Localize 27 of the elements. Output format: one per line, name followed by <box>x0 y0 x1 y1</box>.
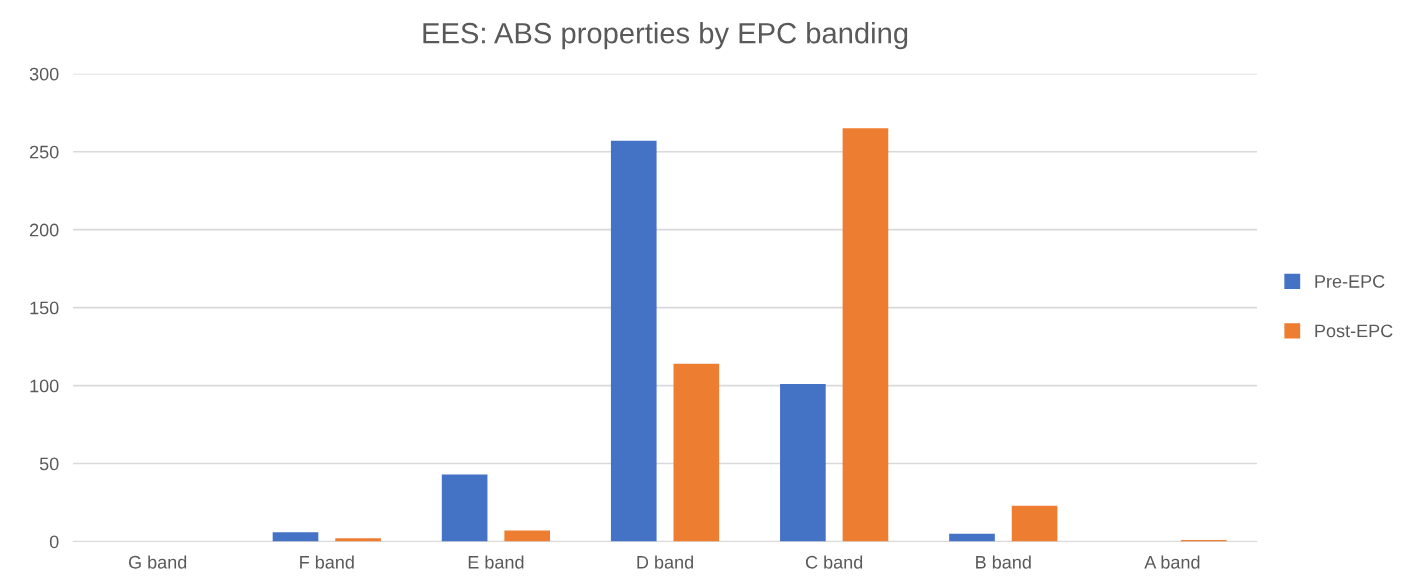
x-tick-label: G band <box>128 555 187 569</box>
x-tick-label: C band <box>805 555 863 569</box>
y-tick-label: 200 <box>30 223 59 237</box>
chart-title: EES: ABS properties by EPC banding <box>423 22 908 50</box>
bar <box>335 538 381 542</box>
x-tick-label: D band <box>637 555 693 569</box>
bar <box>1011 505 1058 542</box>
x-tick-label: A band <box>1144 555 1200 569</box>
y-tick-label: 0 <box>49 535 59 549</box>
bar <box>441 474 488 542</box>
x-tick-label: B band <box>976 555 1031 569</box>
legend-label: Post-EPC <box>1315 324 1393 338</box>
y-tick-label: 250 <box>30 145 59 159</box>
x-tick-label: E band <box>468 555 524 569</box>
bar <box>504 530 551 542</box>
y-tick-label: 100 <box>30 379 59 393</box>
y-tick-label: 300 <box>29 67 59 81</box>
bar <box>673 363 720 542</box>
legend-label: Pre-EPC <box>1315 275 1385 288</box>
bar <box>610 140 657 542</box>
bar <box>949 533 995 542</box>
bar <box>842 128 889 542</box>
y-tick-label: 50 <box>39 457 59 471</box>
x-tick-label: F band <box>300 555 354 569</box>
y-tick-label: 150 <box>30 301 59 315</box>
bar <box>780 384 826 542</box>
bar <box>272 532 319 542</box>
